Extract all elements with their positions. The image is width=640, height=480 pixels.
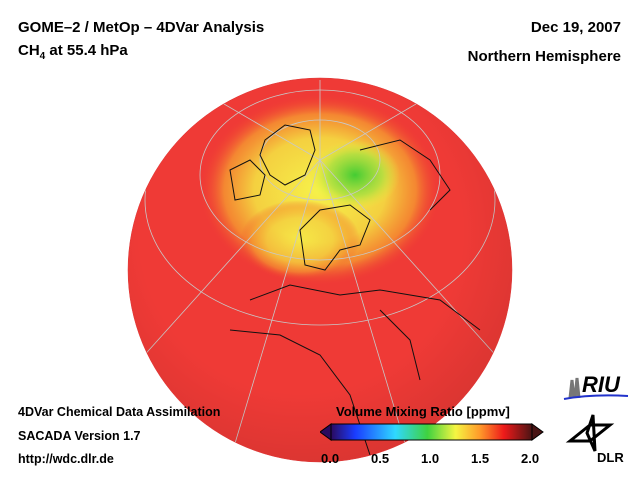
dlr-logo-text: DLR [597, 450, 624, 465]
date-label: Dec 19, 2007 [530, 19, 621, 36]
species-level: at 55.4 hPa [45, 42, 128, 59]
species-main: CH [18, 42, 40, 59]
colorbar-title: Volume Mixing Ratio [ppmv] [336, 404, 510, 419]
species-subscript: 4 [39, 51, 46, 62]
colorbar-tick: 0.5 [371, 451, 390, 466]
riu-logo-text: RIU [582, 372, 620, 397]
footer-line-2: SACADA Version 1.7 [18, 429, 141, 443]
species-label: CH4 at 55.4 hPa [18, 42, 128, 62]
riu-logo: RIU [562, 372, 632, 402]
footer-link[interactable]: http://wdc.dlr.de [18, 452, 114, 466]
colorbar-tick: 0.0 [321, 451, 340, 466]
colorbar [320, 423, 544, 441]
figure-title: GOME–2 / MetOp – 4DVar Analysis [18, 19, 265, 36]
dlr-logo-icon [565, 414, 615, 452]
region-label: Northern Hemisphere [467, 48, 621, 65]
colorbar-tick: 2.0 [521, 451, 540, 466]
colorbar-tick: 1.5 [471, 451, 490, 466]
colorbar-tick: 1.0 [421, 451, 440, 466]
footer-line-1: 4DVar Chemical Data Assimilation [18, 405, 221, 419]
